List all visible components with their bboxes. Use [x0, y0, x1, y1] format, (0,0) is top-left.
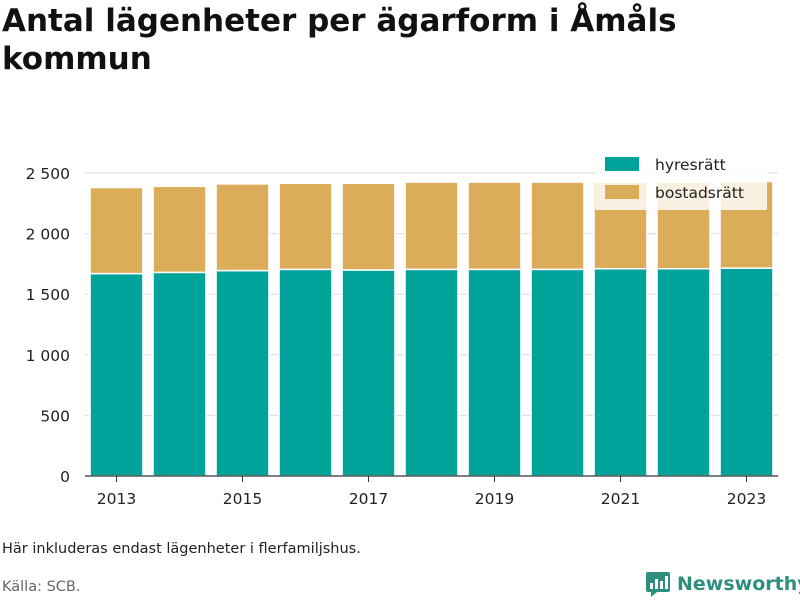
- bar-hyresratt: [215, 269, 270, 477]
- y-tick-label: 500: [40, 407, 70, 425]
- bar-bostadsratt: [530, 181, 585, 271]
- y-tick-label: 0: [60, 468, 70, 486]
- bar-hyresratt: [530, 268, 585, 477]
- legend-swatch: [605, 185, 639, 199]
- y-tick-label: 2 500: [26, 165, 70, 183]
- bar-hyresratt: [656, 267, 711, 477]
- newsworthy-brand[interactable]: Newsworthy: [645, 569, 800, 599]
- bar-bostadsratt: [278, 182, 333, 271]
- newsworthy-logo-icon: [646, 572, 670, 597]
- bar-hyresratt: [593, 267, 648, 477]
- axes: 0 500 1 000 1 500 2 000 2 500 2013 2015 2017 2019…: [26, 165, 778, 508]
- legend-swatch: [605, 157, 639, 171]
- legend-label: bostadsrätt: [655, 184, 744, 202]
- bar-hyresratt: [152, 271, 207, 477]
- y-tick-label: 2 000: [26, 226, 70, 244]
- bar-hyresratt: [467, 268, 522, 477]
- bar-bostadsratt: [341, 182, 396, 271]
- bar-bostadsratt: [215, 183, 270, 272]
- chart-source: Källa: SCB.: [2, 579, 81, 595]
- x-tick-label: 2017: [349, 490, 388, 508]
- bar-bostadsratt: [404, 181, 459, 271]
- bar-hyresratt: [278, 268, 333, 477]
- x-tick-label: 2019: [475, 490, 514, 508]
- bar-bostadsratt: [467, 181, 522, 271]
- x-tick-label: 2023: [727, 490, 766, 508]
- legend: hyresrätt bostadsrätt: [595, 148, 767, 210]
- y-tick-label: 1 500: [26, 286, 70, 304]
- chart-note: Här inkluderas endast lägenheter i flerf…: [2, 541, 361, 557]
- x-tick-label: 2013: [97, 490, 136, 508]
- y-tick-label: 1 000: [26, 347, 70, 365]
- bars: [89, 180, 774, 477]
- bar-hyresratt: [89, 272, 144, 477]
- x-tick-label: 2015: [223, 490, 262, 508]
- brand-name: Newsworthy: [677, 573, 800, 595]
- bar-hyresratt: [341, 269, 396, 477]
- legend-label: hyresrätt: [655, 156, 726, 174]
- x-tick-label: 2021: [601, 490, 640, 508]
- bar-hyresratt: [719, 267, 774, 477]
- bar-bostadsratt: [89, 186, 144, 275]
- bar-bostadsratt: [152, 185, 207, 274]
- chart-title: Antal lägenheter per ägarform i Åmåls ko…: [2, 3, 677, 77]
- bar-hyresratt: [404, 268, 459, 477]
